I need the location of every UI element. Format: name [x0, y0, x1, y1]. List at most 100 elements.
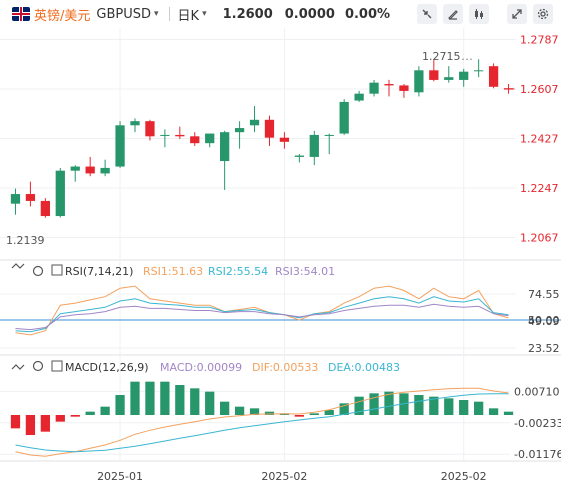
- rsi1-value: RSI1:51.63: [143, 265, 203, 278]
- macd-histogram-bar: [205, 391, 215, 415]
- macd-histogram-bar: [459, 400, 469, 415]
- dea-line: [15, 393, 509, 453]
- settings-icon[interactable]: [533, 4, 553, 24]
- rsi-checkbox-icon[interactable]: [51, 264, 63, 276]
- macd-histogram-bar: [190, 388, 200, 415]
- macd-histogram-bar: [488, 408, 499, 415]
- macd-histogram-bar: [354, 396, 364, 415]
- macd-histogram-bar: [503, 411, 514, 415]
- candle-body: [444, 77, 454, 80]
- candle-body: [399, 85, 409, 91]
- candle-body: [85, 166, 95, 174]
- macd-settings-icon[interactable]: [32, 360, 44, 372]
- price-tick-label: 1.2787: [520, 34, 559, 47]
- rsi-tick-label: 74.55: [528, 288, 560, 301]
- candle-body: [369, 82, 379, 94]
- price-tick-label: 1.2247: [520, 182, 559, 195]
- macd-histogram-bar: [444, 398, 454, 415]
- macd-histogram-bar: [414, 395, 424, 415]
- macd-tick-label: -0.00233: [514, 417, 561, 430]
- dif-value: DIF:0.00533: [252, 361, 318, 374]
- dea-value: DEA:0.00483: [328, 361, 400, 374]
- macd-histogram-bar: [85, 411, 95, 415]
- candle-body: [190, 136, 200, 144]
- rsi-settings-icon[interactable]: [32, 265, 44, 277]
- candle-body: [354, 93, 364, 101]
- shrink-icon[interactable]: [417, 4, 437, 24]
- rsi-tick-label: 50.00: [528, 314, 560, 327]
- macd-histogram-bar: [130, 381, 140, 415]
- period-selector[interactable]: 日K: [177, 8, 200, 24]
- candle-body: [249, 119, 260, 126]
- collapse-macd-icon[interactable]: [11, 364, 25, 370]
- pair-dropdown-chevron-icon[interactable]: ▾: [154, 9, 159, 19]
- candle-body: [175, 134, 185, 137]
- dif-line: [15, 387, 509, 457]
- macd-histogram-bar: [369, 393, 379, 415]
- candle-body: [55, 170, 65, 217]
- candle-body: [474, 70, 484, 72]
- macd-histogram-bar: [175, 385, 185, 415]
- pair-symbol[interactable]: GBPUSD: [96, 6, 151, 22]
- candle-body: [309, 134, 319, 157]
- header-divider: [168, 7, 170, 21]
- chart-header: 英镑/美元 GBPUSD ▾ 日K ▾ 1.2600 0.0000 0.00%: [0, 0, 561, 28]
- price-change: 0.0000: [284, 6, 335, 22]
- candle-body: [115, 125, 125, 167]
- pair-chinese-name[interactable]: 英镑/美元: [34, 8, 91, 24]
- candle-body: [384, 84, 394, 86]
- candle-style-icon[interactable]: [469, 4, 489, 24]
- candle-body: [459, 71, 469, 80]
- candle-body: [264, 119, 275, 138]
- candle-body: [145, 121, 155, 137]
- collapse-rsi-icon[interactable]: [11, 263, 25, 269]
- macd-histogram-bar: [70, 415, 80, 417]
- candle-body: [40, 200, 50, 217]
- toolbar: [417, 4, 553, 24]
- rsi2-line: [15, 296, 509, 333]
- macd-histogram-bar: [100, 406, 110, 415]
- rsi3-value: RSI3:54.01: [275, 265, 335, 278]
- uk-flag-icon: [12, 7, 30, 21]
- price-change-percent: 0.00%: [344, 6, 391, 22]
- candle-body: [100, 167, 110, 174]
- rsi-label: RSI(7,14,21): [65, 265, 133, 278]
- price-tick-label: 1.2067: [520, 232, 559, 245]
- chart-canvas[interactable]: 1.2787 1.2607 1.2427 1.2247 1.2067 2025-01 202…: [0, 28, 561, 488]
- candle-body: [279, 137, 290, 142]
- high-price-label: 1.2715: [422, 50, 461, 63]
- candle-body: [10, 194, 21, 204]
- candle-body: [294, 155, 304, 157]
- rsi-legend: RSI(7,14,21) RSI1:51.63 RSI2:55.54 RSI3:…: [11, 263, 335, 278]
- price-tick-label: 1.2607: [520, 83, 559, 96]
- rsi1-line: [15, 285, 509, 336]
- low-price-label: 1.2139: [6, 234, 45, 247]
- rsi2-value: RSI2:55.54: [208, 265, 268, 278]
- candle-body: [339, 101, 349, 134]
- last-price: 1.2600: [222, 6, 273, 22]
- macd-legend: MACD(12,26,9) MACD:0.00099 DIF:0.00533 D…: [11, 360, 400, 374]
- macd-histogram-bar: [220, 401, 230, 415]
- macd-histogram-bar: [429, 396, 439, 415]
- macd-checkbox-icon[interactable]: [51, 360, 63, 372]
- candle-body: [25, 194, 36, 201]
- macd-histogram-bar: [474, 401, 484, 415]
- macd-histogram-bar: [249, 408, 260, 415]
- time-tick-label: 2025-01: [97, 470, 143, 483]
- macd-histogram-bar: [264, 411, 275, 415]
- macd-histogram-bar: [294, 415, 304, 417]
- macd-histogram-bar: [324, 410, 334, 415]
- period-dropdown-chevron-icon[interactable]: ▾: [202, 9, 207, 19]
- candle-body: [70, 166, 80, 171]
- expand-icon[interactable]: [507, 4, 527, 24]
- candle-body: [429, 70, 439, 80]
- rsi-tick-label: 23.52: [528, 342, 560, 355]
- macd-histogram-bar: [309, 413, 319, 415]
- macd-histogram-bar: [40, 415, 50, 432]
- macd-histogram-bar: [339, 403, 349, 415]
- macd-histogram-bar: [55, 415, 65, 422]
- candle-body: [324, 134, 334, 136]
- draw-icon[interactable]: [443, 4, 463, 24]
- macd-tick-label: -0.01176: [514, 448, 561, 461]
- candle-body: [205, 133, 215, 144]
